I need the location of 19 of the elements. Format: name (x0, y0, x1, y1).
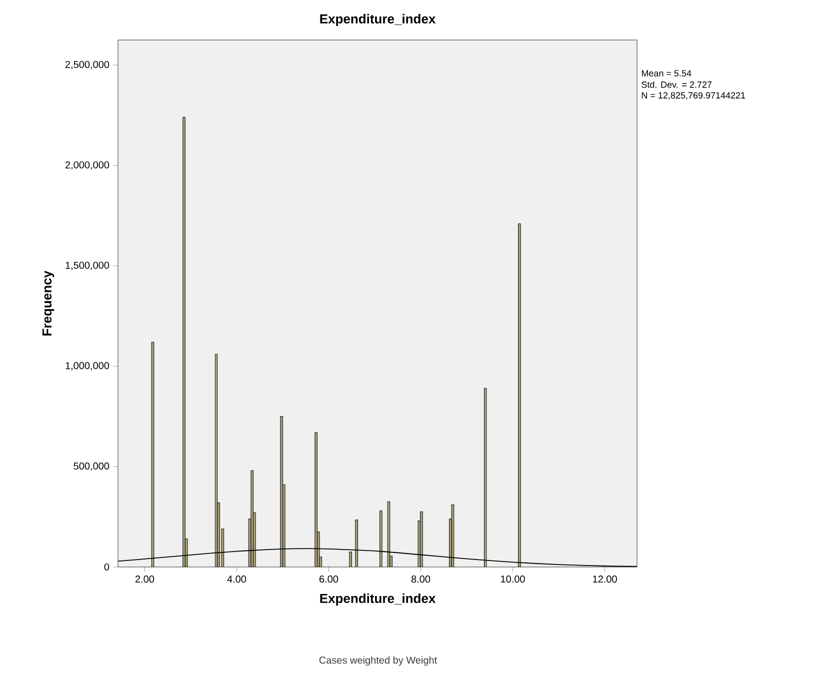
text: N = 12,825,769.97144221 (642, 92, 746, 100)
y-tick-label: 500,000 (74, 462, 110, 471)
x-tick-label: 12.00 (593, 576, 617, 583)
y-tick-label: 1,500,000 (66, 262, 110, 270)
text: Cases weighted by Weight (319, 656, 438, 666)
text: Std. Dev. = 2.727 (642, 81, 712, 88)
y-tick-label: 0 (104, 563, 110, 571)
chart-title: Expenditure_index (320, 14, 436, 26)
x-tick-label: 4.00 (227, 576, 246, 583)
y-tick-label: 2,000,000 (65, 161, 110, 170)
text: Mean = 5.54 (642, 70, 692, 76)
x-tick-label: 10.00 (501, 576, 525, 583)
y-tick-label: 2,500,000 (65, 60, 110, 70)
x-axis-title: Expenditure_index (320, 593, 436, 606)
x-tick-label: 6.00 (320, 576, 338, 583)
x-tick-label: 2.00 (135, 576, 154, 583)
x-tick-label: 8.00 (411, 576, 430, 583)
y-axis-title: Frequency (42, 270, 54, 336)
y-tick-label: 1,000,000 (66, 362, 110, 370)
